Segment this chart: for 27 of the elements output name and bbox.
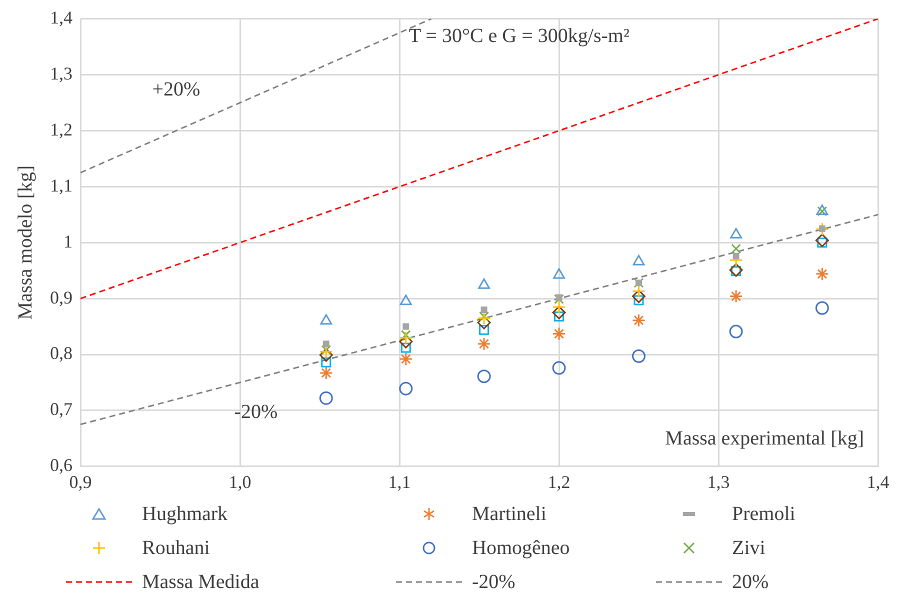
x-tick-label: 1,1 [388, 472, 411, 492]
y-tick-label: 0,9 [50, 287, 72, 308]
y-tick-label: 1,1 [50, 175, 72, 196]
x-tick-label: 1,2 [548, 472, 570, 492]
y-tick-label: 1,2 [50, 119, 72, 140]
annotation: +20% [152, 78, 200, 101]
y-axis-title: Massa modelo [kg] [14, 165, 36, 320]
x-tick-label: 1,3 [707, 472, 730, 492]
y-tick-label: 0,7 [50, 399, 72, 420]
x-tick-label: 1,4 [866, 472, 890, 492]
legend-label: Homogêneo [472, 536, 570, 560]
y-tick-label: 1 [64, 231, 72, 252]
x-axis-title: Massa experimental [kg] [665, 428, 864, 450]
y-tick-label: 0,8 [50, 343, 72, 364]
legend-label: Rouhani [142, 536, 210, 560]
y-tick-label: 1,3 [50, 63, 72, 84]
legend-label: Hughmark [142, 502, 228, 526]
y-tick-label: 1,4 [50, 8, 72, 28]
chart-title: T = 30°C e G = 300kg/s-m² [408, 25, 630, 48]
annotation: -20% [234, 400, 278, 423]
x-tick-label: 1,0 [228, 472, 252, 492]
legend-label: Martineli [472, 502, 546, 526]
legend-label: Zivi [732, 536, 766, 560]
legend-label: Premoli [732, 502, 796, 526]
legend-label: -20% [472, 570, 516, 594]
legend-label: Massa Medida [142, 570, 260, 594]
legend-label: 20% [732, 570, 769, 594]
